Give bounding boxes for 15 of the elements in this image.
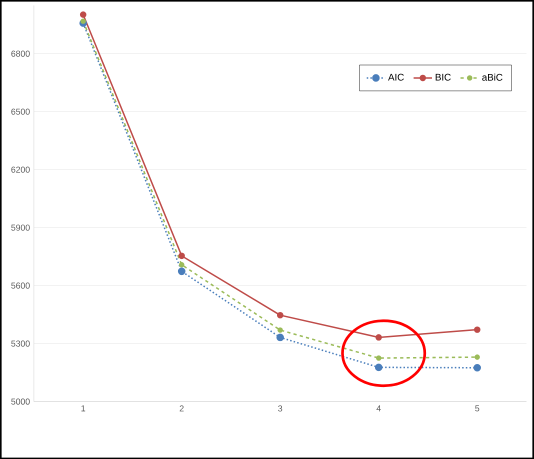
y-tick-label: 5300 [11,340,30,347]
x-tick-label: 2 [180,405,184,412]
legend-label: aBiC [482,74,502,81]
x-tick-label: 4 [376,405,381,412]
y-tick-label: 6200 [11,166,30,173]
legend-label: BIC [436,74,451,81]
y-tick-label: 5000 [11,398,30,405]
legend-label: AIC [388,74,404,81]
y-tick-label: 5900 [11,224,30,231]
y-tick-label: 6500 [11,108,30,115]
x-tick-label: 1 [81,405,86,412]
y-tick-label: 6800 [11,50,30,57]
x-tick-label: 5 [475,405,480,412]
y-tick-label: 5600 [11,282,30,289]
x-tick-label: 3 [278,405,282,412]
